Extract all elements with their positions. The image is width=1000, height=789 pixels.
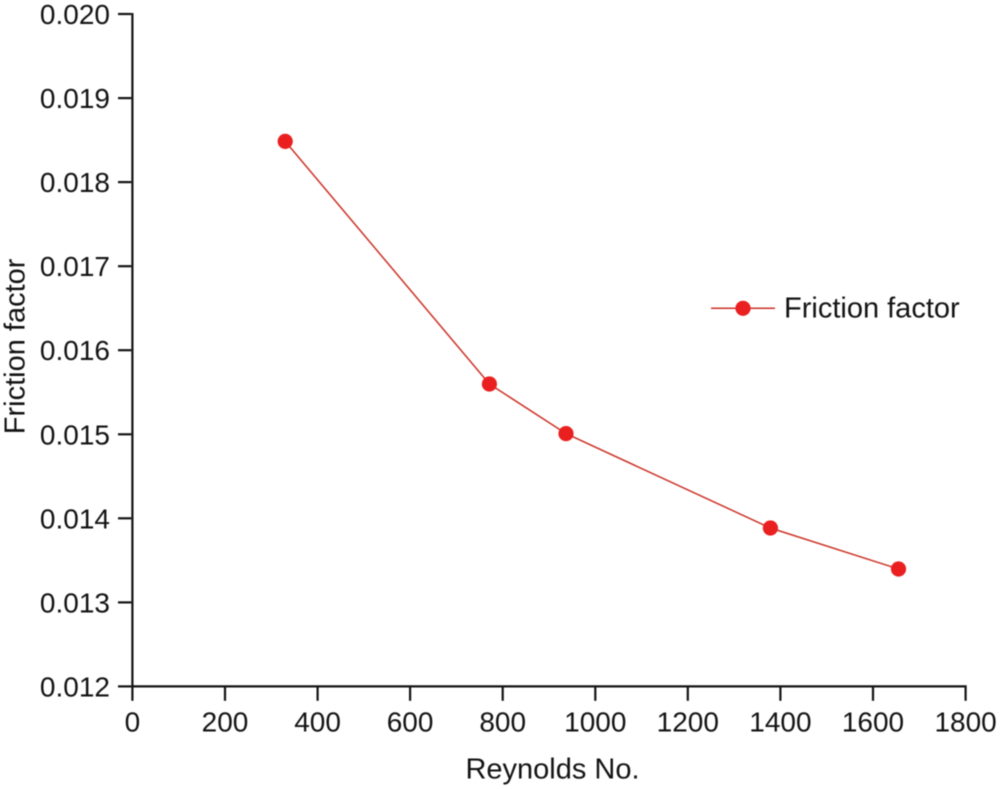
svg-text:1000: 1000 — [564, 707, 626, 738]
svg-text:0.015: 0.015 — [40, 419, 110, 450]
svg-text:1800: 1800 — [934, 707, 996, 738]
svg-text:Friction factor: Friction factor — [0, 258, 32, 434]
svg-text:0.018: 0.018 — [40, 167, 110, 198]
svg-text:0.014: 0.014 — [40, 503, 110, 534]
svg-text:1400: 1400 — [749, 707, 811, 738]
svg-text:0.019: 0.019 — [40, 83, 110, 114]
svg-text:0: 0 — [125, 707, 141, 738]
svg-text:800: 800 — [479, 707, 526, 738]
svg-text:200: 200 — [202, 707, 249, 738]
svg-text:0.020: 0.020 — [40, 0, 110, 30]
svg-text:0.017: 0.017 — [40, 251, 110, 282]
svg-text:Friction factor: Friction factor — [784, 292, 960, 324]
svg-text:600: 600 — [387, 707, 434, 738]
svg-text:0.013: 0.013 — [40, 587, 110, 618]
svg-text:0.016: 0.016 — [40, 335, 110, 366]
svg-text:1200: 1200 — [657, 707, 719, 738]
svg-text:1600: 1600 — [842, 707, 904, 738]
svg-text:0.012: 0.012 — [40, 671, 110, 702]
svg-text:Reynolds No.: Reynolds No. — [465, 754, 639, 786]
svg-text:400: 400 — [294, 707, 341, 738]
